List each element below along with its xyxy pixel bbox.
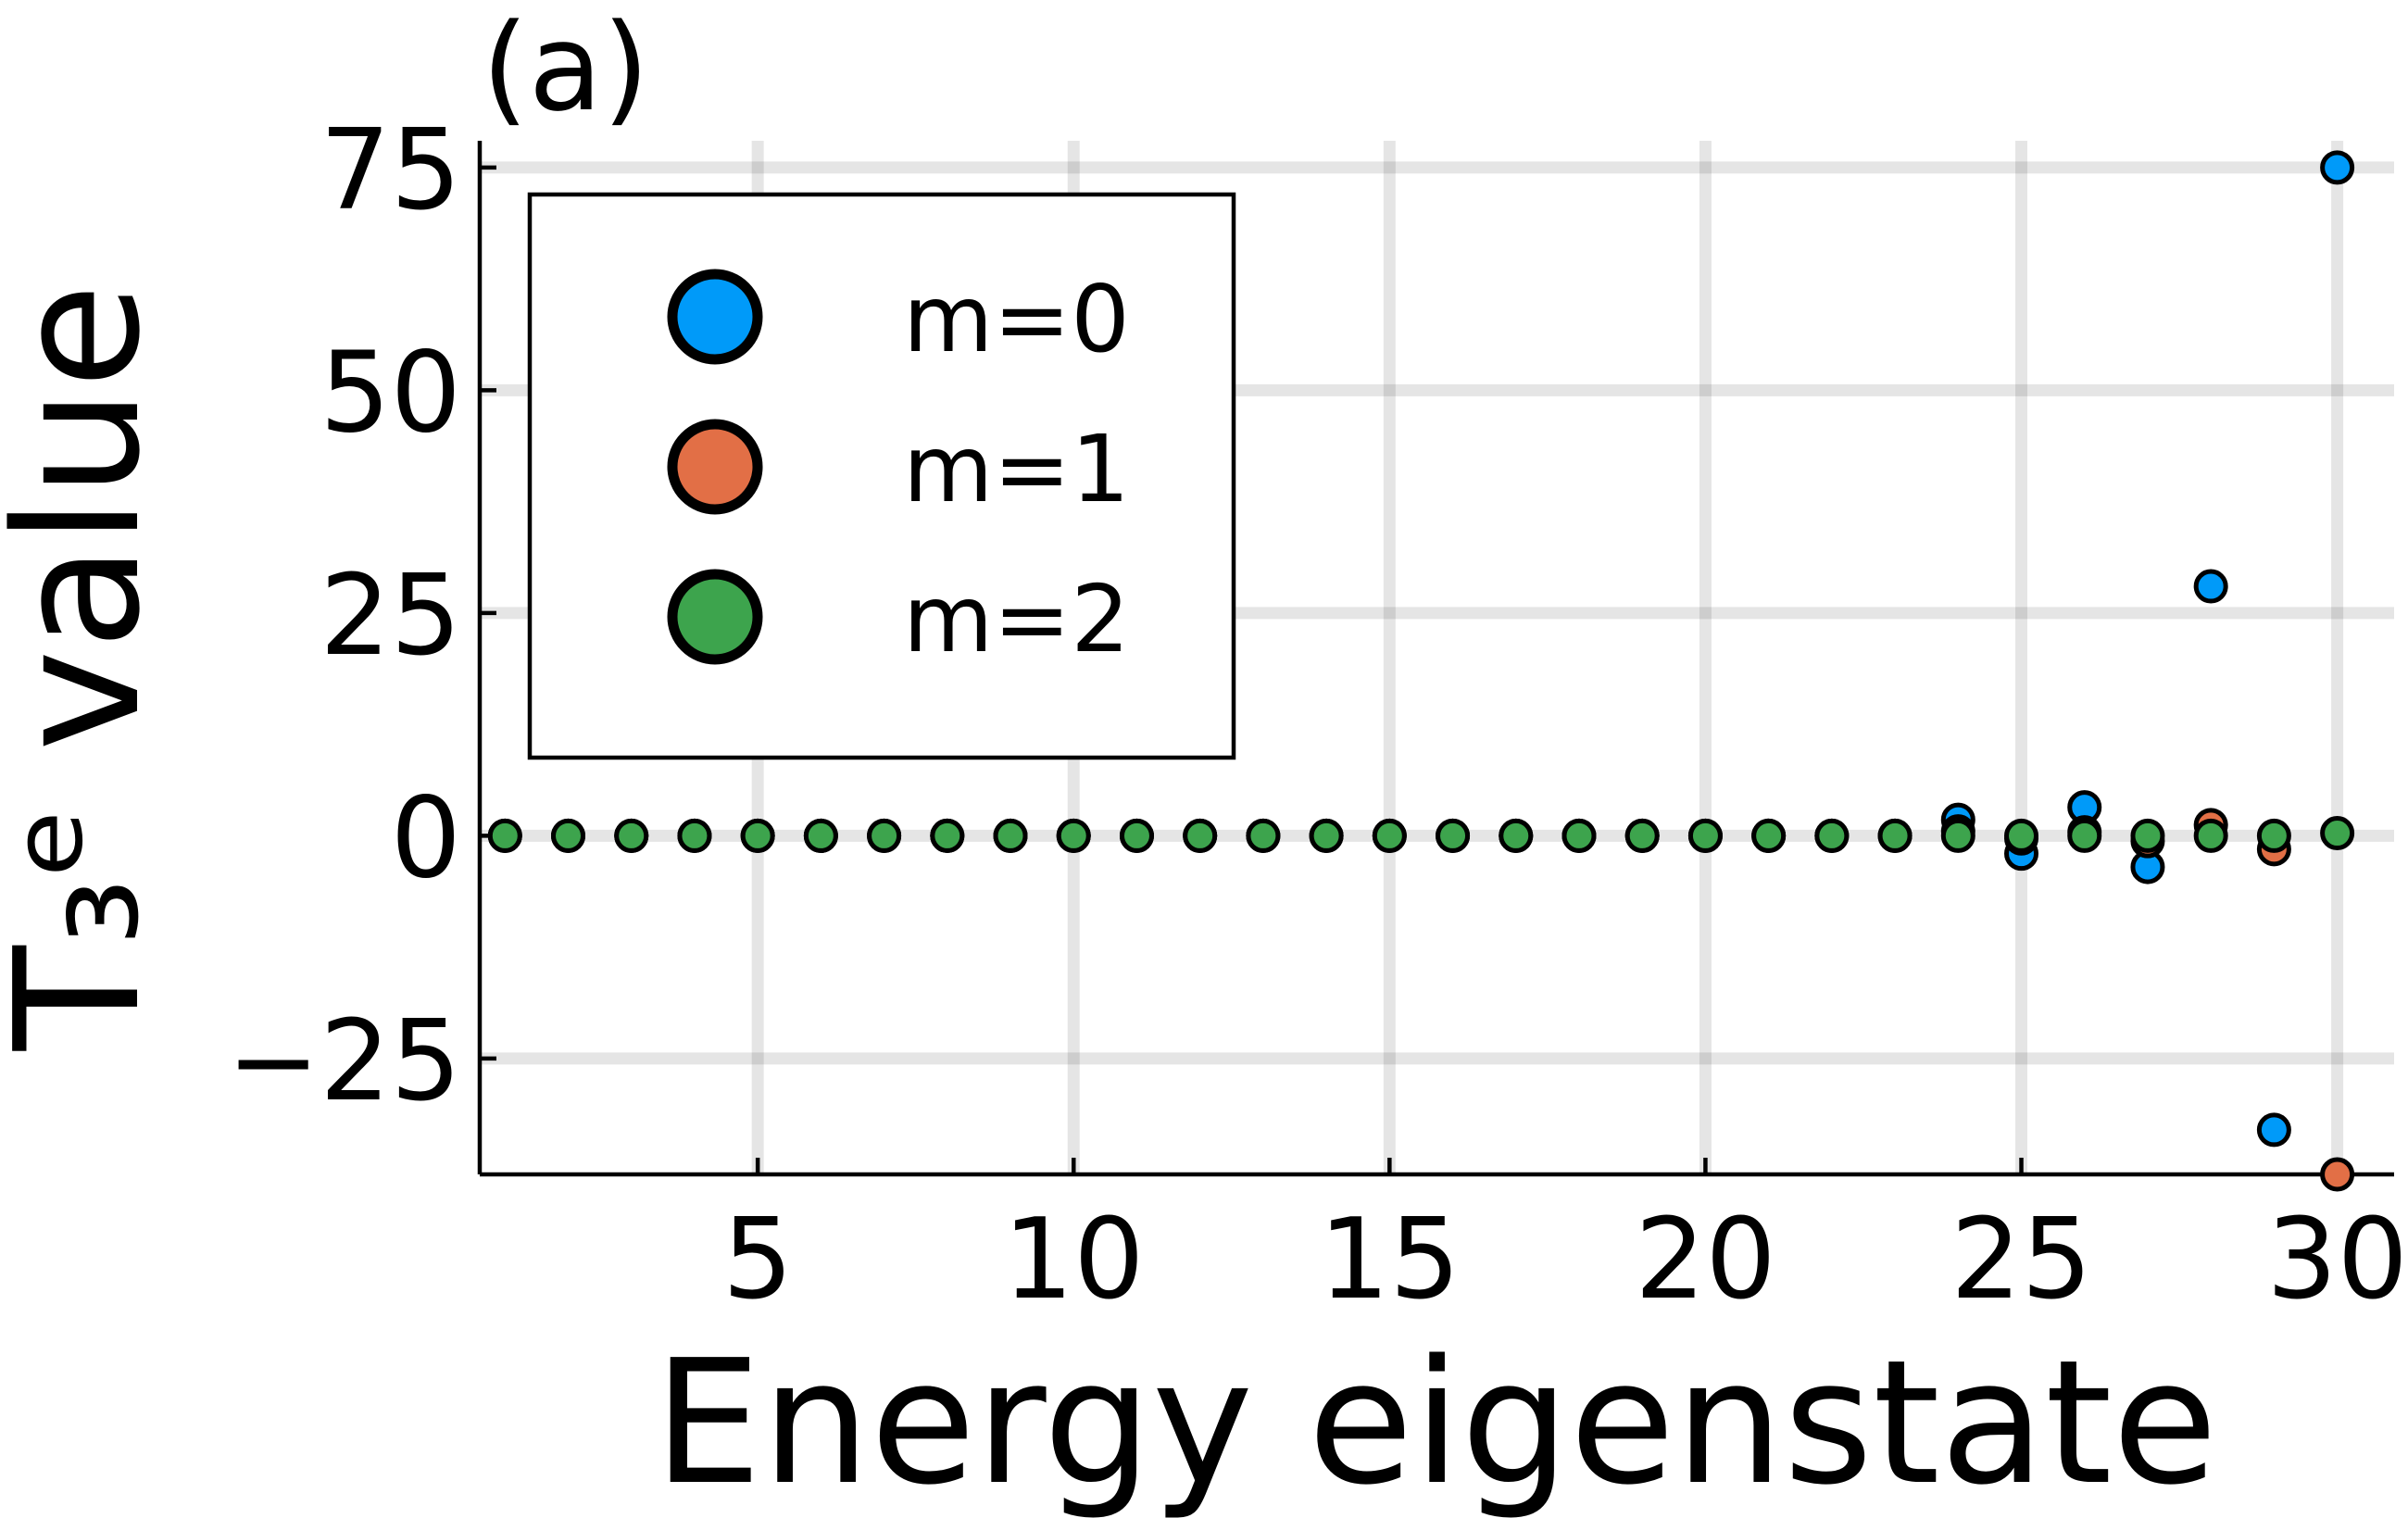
point-s2-26 xyxy=(2130,818,2165,853)
point-s2-7 xyxy=(930,818,965,853)
legend-label-0: m=0 xyxy=(903,265,1130,373)
point-s2-4 xyxy=(740,818,775,853)
x-tick-label-2: 15 xyxy=(1319,1196,1461,1324)
point-s2-10 xyxy=(1119,818,1154,853)
y-tick-label-0: −25 xyxy=(227,997,461,1126)
axes xyxy=(477,141,2394,1177)
point-s2-18 xyxy=(1624,818,1660,853)
point-s2-13 xyxy=(1309,818,1344,853)
point-s2-29 xyxy=(2320,816,2355,851)
point-s2-1 xyxy=(551,818,586,853)
x-tick-label-3: 20 xyxy=(1635,1196,1776,1324)
y-tick-label-4: 75 xyxy=(320,107,461,235)
point-s2-25 xyxy=(2067,818,2102,853)
y-tick-label-2: 25 xyxy=(320,552,461,681)
point-s2-16 xyxy=(1499,818,1534,853)
point-s2-23 xyxy=(1940,818,1975,853)
point-s0-27 xyxy=(2193,569,2228,604)
x-tick-label-4: 25 xyxy=(1950,1196,2092,1324)
legend-label-1: m=1 xyxy=(903,415,1130,523)
point-s2-0 xyxy=(487,818,522,853)
point-s2-8 xyxy=(993,818,1028,853)
point-s1-29 xyxy=(2320,1157,2355,1192)
point-s2-15 xyxy=(1436,818,1471,853)
point-s2-21 xyxy=(1814,818,1850,853)
tick-labels: 5 10 15 20 25 30 −25 0 25 50 75 xyxy=(227,107,2408,1324)
grid-lines xyxy=(480,141,2394,1174)
y-tick-label-1: 0 xyxy=(391,774,461,903)
point-s2-19 xyxy=(1687,818,1723,853)
x-axis-label: Energy eigenstate xyxy=(654,1323,2218,1518)
point-s0-28 xyxy=(2256,1112,2291,1148)
y-axis-label: T₃ᵉ value xyxy=(0,283,178,1051)
point-s2-17 xyxy=(1561,818,1597,853)
legend-marker-1 xyxy=(667,419,763,515)
x-tick-label-1: 10 xyxy=(1003,1196,1145,1324)
legend-marker-2 xyxy=(667,569,763,665)
y-tick-label-3: 50 xyxy=(320,329,461,458)
point-s2-12 xyxy=(1246,818,1281,853)
data-points xyxy=(487,150,2355,1192)
point-s2-14 xyxy=(1372,818,1407,853)
panel-label: (a) xyxy=(482,0,649,138)
legend-label-2: m=2 xyxy=(903,565,1130,673)
point-s2-28 xyxy=(2256,818,2291,853)
point-s2-6 xyxy=(867,818,902,853)
series-2 xyxy=(487,816,2355,853)
point-s2-27 xyxy=(2193,818,2228,853)
point-s2-20 xyxy=(1751,818,1787,853)
point-s2-2 xyxy=(614,818,649,853)
point-s2-22 xyxy=(1877,818,1913,853)
point-s0-29 xyxy=(2320,150,2355,185)
legend-marker-0 xyxy=(667,269,763,365)
point-s2-11 xyxy=(1183,818,1218,853)
legend-box xyxy=(527,192,1236,760)
series-1 xyxy=(487,808,2355,1192)
point-s2-3 xyxy=(677,818,712,853)
point-s2-9 xyxy=(1056,818,1091,853)
point-s2-24 xyxy=(2004,818,2039,853)
point-s2-5 xyxy=(803,818,838,853)
x-tick-label-0: 5 xyxy=(722,1196,793,1324)
x-tick-label-5: 30 xyxy=(2266,1196,2408,1324)
legend: m=0 m=1 m=2 xyxy=(527,192,1236,760)
